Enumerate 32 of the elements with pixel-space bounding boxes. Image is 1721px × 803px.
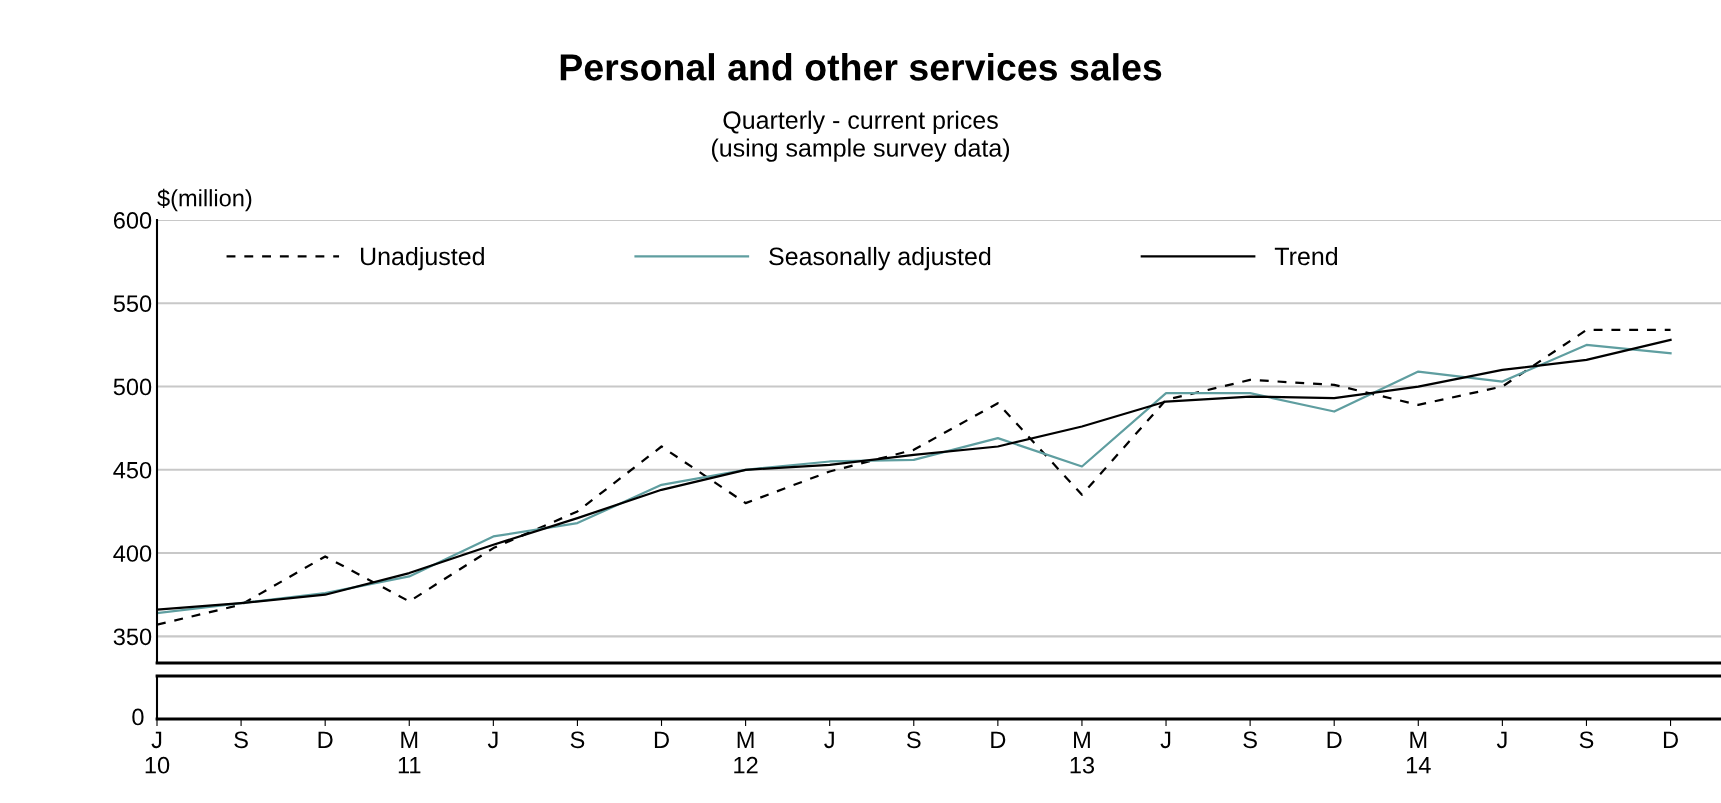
x-tick-label: J: [1160, 731, 1171, 749]
y-tick-label: 600: [113, 212, 152, 229]
chart-subtitle: Quarterly - current prices (using sample survey data): [711, 110, 1010, 162]
y-axis-title: $(million): [157, 188, 252, 212]
legend-label: Trend: [1274, 246, 1338, 266]
y-tick-label: 450: [113, 461, 152, 479]
x-tick-label: S: [234, 731, 248, 749]
x-tick-label: M 14: [1406, 731, 1431, 774]
x-tick-label: D: [991, 731, 1006, 748]
y-tick-label: 550: [113, 295, 152, 313]
legend-label: Unadjusted: [360, 246, 484, 271]
legend-label: Seasonally adjusted: [769, 246, 991, 271]
x-tick-label: S: [906, 731, 921, 749]
x-tick-label: J: [1496, 731, 1507, 749]
x-tick-label: D: [318, 731, 333, 748]
x-tick-label: J 10: [145, 731, 170, 774]
x-tick-label: S: [570, 731, 585, 749]
x-tick-label: D: [1663, 731, 1678, 748]
x-tick-label: D: [1327, 731, 1342, 748]
y-tick-label: 400: [113, 545, 152, 562]
x-tick-label: J: [824, 731, 834, 749]
x-tick-label: J: [487, 731, 498, 749]
x-tick-label: S: [1579, 731, 1594, 749]
y-tick-label: 500: [113, 378, 152, 396]
x-tick-label: M 12: [734, 731, 758, 774]
text: 0: [132, 708, 144, 726]
x-tick-label: M 13: [1070, 731, 1095, 774]
x-tick-label: M 11: [398, 731, 421, 774]
y-tick-label: 350: [113, 628, 152, 646]
x-tick-label: D: [654, 731, 669, 748]
chart-title: Personal and other services sales: [560, 53, 1162, 81]
x-tick-label: S: [1243, 731, 1257, 749]
